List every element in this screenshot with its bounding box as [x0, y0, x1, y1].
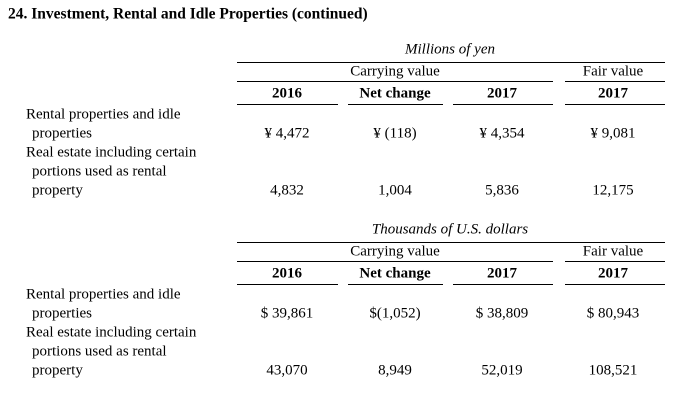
cell: 1,004: [378, 182, 412, 199]
row-label: Real estate including certain: [26, 324, 197, 341]
rule: [453, 284, 553, 285]
group-header: Fair value: [582, 243, 644, 260]
rule: [565, 81, 665, 82]
column-header: 2017: [598, 85, 628, 102]
rule: [565, 284, 665, 285]
cell: ¥ 4,472: [264, 125, 310, 142]
rule: [348, 104, 443, 105]
unit-label: Thousands of U.S. dollars: [371, 221, 529, 238]
rule: [237, 81, 553, 82]
cell: 12,175: [592, 182, 634, 199]
column-header: 2017: [487, 85, 517, 102]
cell: $ 80,943: [586, 305, 640, 322]
group-header: Fair value: [582, 63, 644, 80]
cell: 4,832: [270, 182, 304, 199]
cell: $ 39,861: [260, 305, 314, 322]
column-header: 2016: [272, 265, 302, 282]
rule: [237, 104, 338, 105]
row-label: Real estate including certain: [26, 144, 197, 161]
group-header: Carrying value: [350, 243, 440, 260]
rule: [565, 104, 665, 105]
row-label: property: [32, 362, 83, 379]
row-label: properties: [32, 125, 92, 142]
rule: [237, 261, 553, 262]
rule: [348, 284, 443, 285]
cell: ¥ (118): [373, 125, 417, 142]
cell: 8,949: [378, 362, 412, 379]
cell: 43,070: [266, 362, 308, 379]
rule: [565, 261, 665, 262]
group-header: Carrying value: [350, 63, 440, 80]
cell: 5,836: [485, 182, 519, 199]
cell: $ 38,809: [475, 305, 529, 322]
cell: ¥ 4,354: [479, 125, 525, 142]
cell: ¥ 9,081: [590, 125, 636, 142]
rule: [237, 284, 338, 285]
column-header: Net change: [359, 265, 431, 282]
cell: 52,019: [481, 362, 523, 379]
column-header: 2017: [487, 265, 517, 282]
column-header: Net change: [359, 85, 431, 102]
cell: 108,521: [588, 362, 638, 379]
rule: [453, 104, 553, 105]
column-header: 2016: [272, 85, 302, 102]
unit-label: Millions of yen: [405, 41, 495, 58]
row-label: Rental properties and idle: [26, 286, 181, 303]
row-label: properties: [32, 305, 92, 322]
row-label: portions used as rental: [32, 163, 167, 180]
title: 24. Investment, Rental and Idle Properti…: [8, 5, 368, 23]
rule: [237, 242, 665, 243]
row-label: Rental properties and idle: [26, 106, 181, 123]
rule: [237, 62, 665, 63]
column-header: 2017: [598, 265, 628, 282]
row-label: portions used as rental: [32, 343, 167, 360]
row-label: property: [32, 182, 83, 199]
cell: $(1,052): [369, 305, 421, 322]
